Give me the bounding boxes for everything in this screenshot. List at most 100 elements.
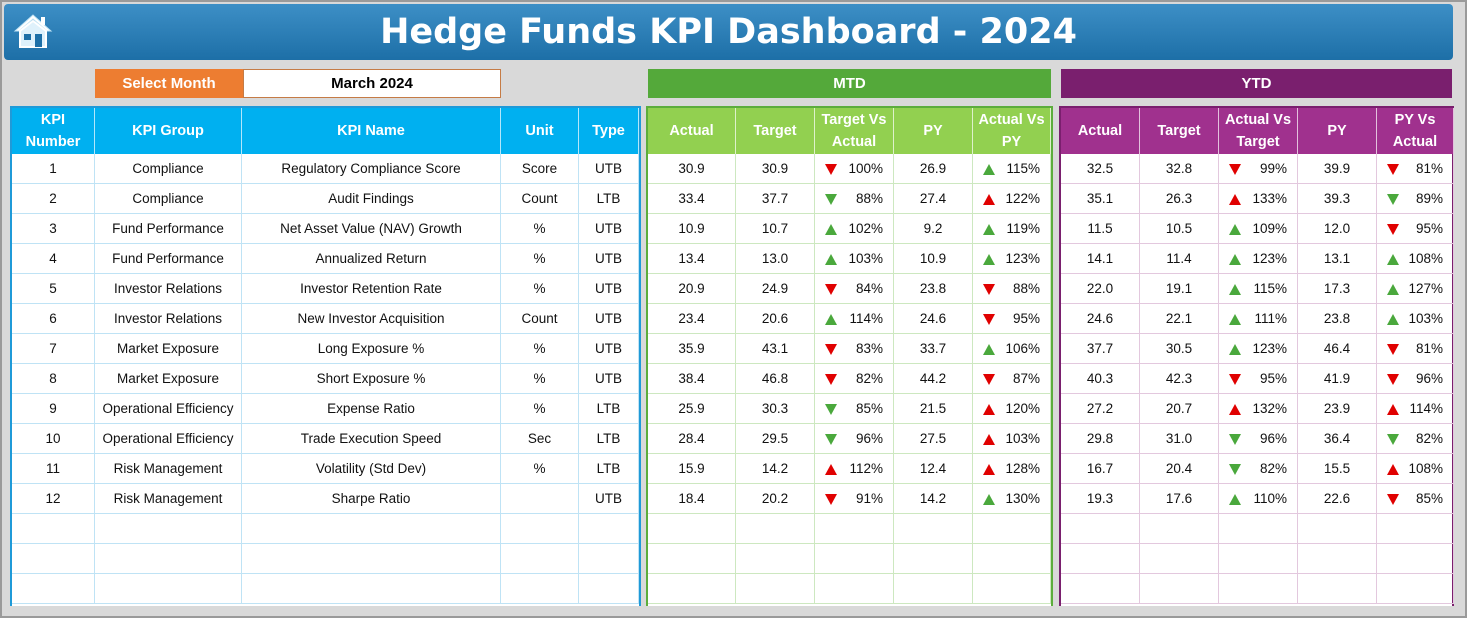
percent-value: 89%	[1415, 191, 1443, 206]
empty-cell	[1140, 514, 1219, 544]
percent-value: 91%	[855, 491, 883, 506]
month-select[interactable]: March 2024	[243, 69, 501, 98]
ytd-actual-vs-target-cell: 96%	[1219, 424, 1298, 454]
kpi-number-cell: 2	[12, 184, 95, 214]
kpi-unit-cell: %	[501, 274, 579, 304]
arrow-down-icon	[1229, 464, 1241, 475]
page-title: Hedge Funds KPI Dashboard - 2024	[380, 12, 1077, 52]
empty-cell	[1061, 574, 1140, 604]
empty-cell	[894, 514, 973, 544]
mtd-target-cell: 20.6	[736, 304, 815, 334]
mtd-actual-vs-py-cell: 119%	[973, 214, 1051, 244]
empty-cell	[1298, 514, 1377, 544]
ytd-header-cell: Actual	[1061, 108, 1140, 154]
ytd-actual-cell: 11.5	[1061, 214, 1140, 244]
arrow-down-icon	[983, 374, 995, 385]
ytd-actual-cell: 14.1	[1061, 244, 1140, 274]
mtd-target-vs-actual-cell: 91%	[815, 484, 894, 514]
ytd-actual-vs-target-cell: 133%	[1219, 184, 1298, 214]
percent-value: 88%	[855, 191, 883, 206]
mtd-py-cell: 9.2	[894, 214, 973, 244]
empty-cell	[1219, 544, 1298, 574]
empty-cell	[579, 544, 639, 574]
kpi-number-cell: 12	[12, 484, 95, 514]
ytd-py-vs-actual-cell: 108%	[1377, 454, 1454, 484]
empty-cell	[95, 514, 242, 544]
percent-value: 119%	[1006, 221, 1040, 236]
ytd-py-vs-actual-cell: 103%	[1377, 304, 1454, 334]
kpi-type-cell: LTB	[579, 424, 639, 454]
ytd-py-vs-actual-cell: 85%	[1377, 484, 1454, 514]
empty-cell	[1140, 544, 1219, 574]
arrow-up-icon	[983, 344, 995, 355]
empty-cell	[973, 514, 1051, 544]
kpi-group-cell: Market Exposure	[95, 364, 242, 394]
kpi-group-cell: Investor Relations	[95, 274, 242, 304]
arrow-up-icon	[825, 464, 837, 475]
percent-value: 88%	[1012, 281, 1040, 296]
empty-cell	[894, 574, 973, 604]
kpi-number-cell: 5	[12, 274, 95, 304]
empty-cell	[501, 514, 579, 544]
arrow-down-icon	[825, 434, 837, 445]
arrow-up-icon	[1387, 314, 1399, 325]
mtd-actual-cell: 13.4	[648, 244, 736, 274]
arrow-down-icon	[1387, 224, 1399, 235]
ytd-target-cell: 26.3	[1140, 184, 1219, 214]
mtd-target-vs-actual-cell: 82%	[815, 364, 894, 394]
mtd-py-cell: 27.5	[894, 424, 973, 454]
mtd-py-cell: 24.6	[894, 304, 973, 334]
arrow-up-icon	[1229, 404, 1241, 415]
ytd-py-vs-actual-cell: 108%	[1377, 244, 1454, 274]
ytd-actual-cell: 29.8	[1061, 424, 1140, 454]
percent-value: 96%	[1259, 431, 1287, 446]
mtd-target-vs-actual-cell: 100%	[815, 154, 894, 184]
empty-cell	[1298, 574, 1377, 604]
ytd-py-cell: 39.3	[1298, 184, 1377, 214]
kpi-type-cell: UTB	[579, 154, 639, 184]
mtd-actual-vs-py-cell: 120%	[973, 394, 1051, 424]
arrow-down-icon	[825, 404, 837, 415]
mtd-actual-vs-py-cell: 115%	[973, 154, 1051, 184]
ytd-py-cell: 17.3	[1298, 274, 1377, 304]
mtd-actual-vs-py-cell: 130%	[973, 484, 1051, 514]
empty-cell	[1061, 514, 1140, 544]
kpi-name-cell: Long Exposure %	[242, 334, 501, 364]
home-icon[interactable]	[12, 12, 54, 50]
mtd-py-cell: 44.2	[894, 364, 973, 394]
mtd-actual-cell: 23.4	[648, 304, 736, 334]
percent-value: 110%	[1253, 491, 1287, 506]
mtd-py-cell: 12.4	[894, 454, 973, 484]
kpi-name-cell: Sharpe Ratio	[242, 484, 501, 514]
empty-cell	[815, 514, 894, 544]
mtd-target-vs-actual-cell: 88%	[815, 184, 894, 214]
empty-cell	[815, 544, 894, 574]
mtd-actual-cell: 28.4	[648, 424, 736, 454]
kpi-name-cell: Regulatory Compliance Score	[242, 154, 501, 184]
arrow-up-icon	[1229, 194, 1241, 205]
ytd-target-cell: 17.6	[1140, 484, 1219, 514]
mtd-target-cell: 43.1	[736, 334, 815, 364]
ytd-py-cell: 22.6	[1298, 484, 1377, 514]
percent-value: 114%	[1409, 401, 1443, 416]
percent-value: 83%	[855, 341, 883, 356]
title-bar: Hedge Funds KPI Dashboard - 2024	[4, 4, 1453, 60]
percent-value: 127%	[1408, 281, 1443, 296]
mtd-target-vs-actual-cell: 112%	[815, 454, 894, 484]
mtd-actual-vs-py-cell: 88%	[973, 274, 1051, 304]
arrow-down-icon	[1387, 164, 1399, 175]
mtd-actual-cell: 35.9	[648, 334, 736, 364]
empty-cell	[1298, 544, 1377, 574]
kpi-unit-cell: Sec	[501, 424, 579, 454]
kpi-unit-cell: %	[501, 214, 579, 244]
ytd-py-vs-actual-cell: 89%	[1377, 184, 1454, 214]
kpi-unit-cell: %	[501, 394, 579, 424]
mtd-target-vs-actual-cell: 114%	[815, 304, 894, 334]
kpi-unit-cell: Score	[501, 154, 579, 184]
kpi-unit-cell: %	[501, 334, 579, 364]
ytd-actual-vs-target-cell: 123%	[1219, 244, 1298, 274]
arrow-down-icon	[1229, 374, 1241, 385]
percent-value: 122%	[1005, 191, 1040, 206]
mtd-header-cell: PY	[894, 108, 973, 154]
mtd-actual-vs-py-cell: 87%	[973, 364, 1051, 394]
